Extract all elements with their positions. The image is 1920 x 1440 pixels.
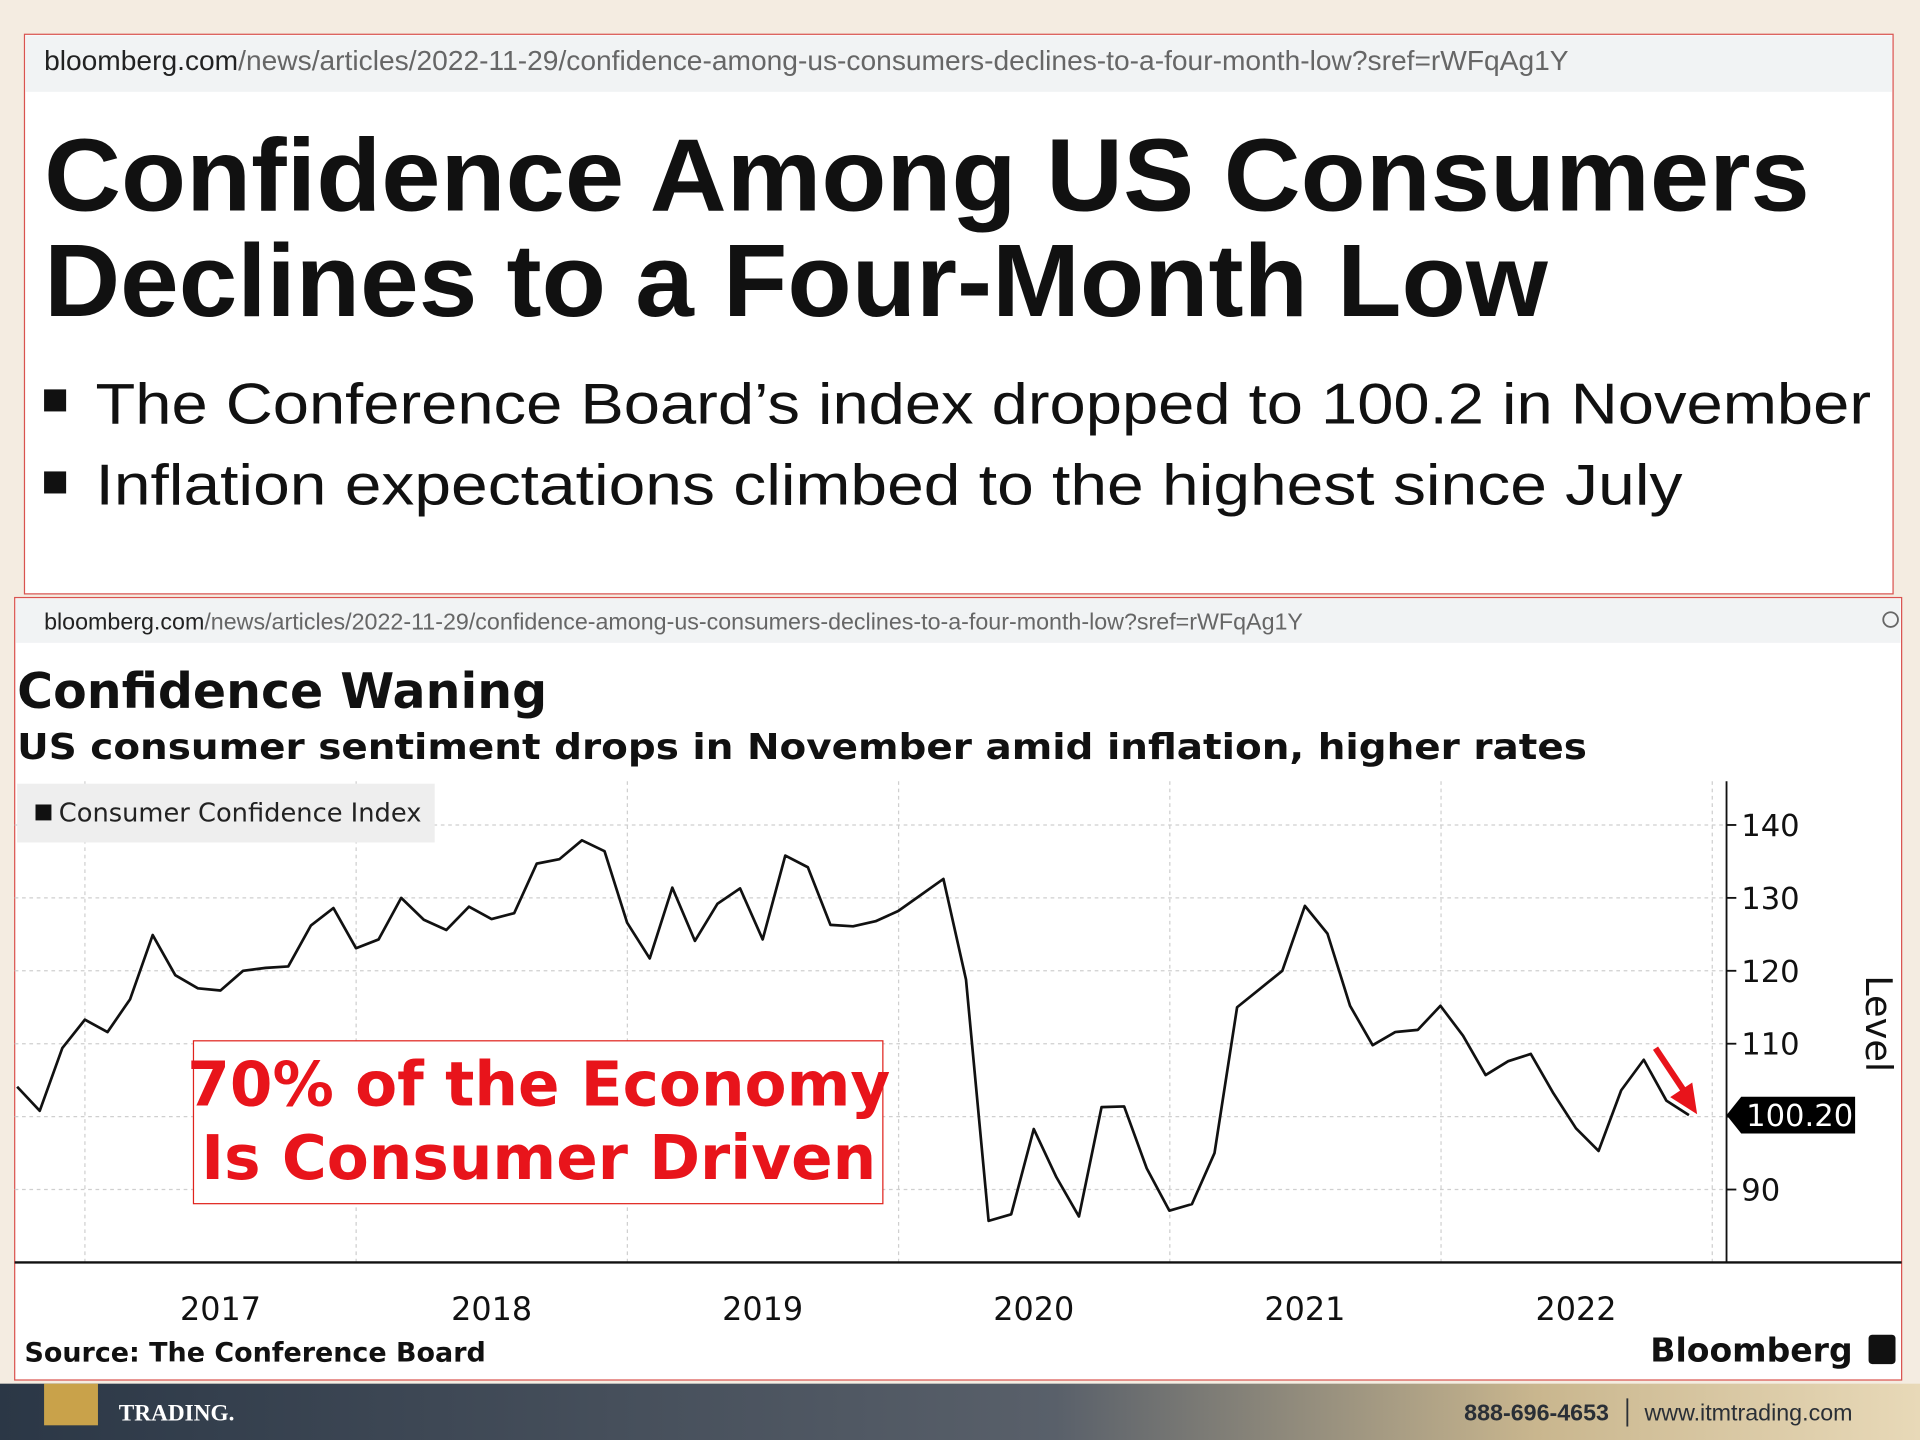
y-tick-label: 90	[1741, 1174, 1780, 1209]
article-title: Declines to a Four-Month Low	[44, 223, 1549, 338]
footer-website[interactable]: www.itmtrading.com	[1643, 1399, 1852, 1425]
bullet-text: The Conference Board’s index dropped to …	[96, 373, 1872, 437]
y-tick-label: 140	[1741, 809, 1799, 844]
address-bar	[15, 598, 1901, 643]
chart-title: Confidence Waning	[17, 663, 547, 720]
footer-phone: 888-696-4653	[1464, 1399, 1609, 1425]
article-panel	[23, 33, 1894, 595]
pointer-arrow	[1652, 1046, 1688, 1094]
bullet-text: Inflation expectations climbed to the hi…	[96, 453, 1683, 517]
legend-label: Consumer Confidence Index	[59, 799, 422, 829]
legend-swatch	[35, 804, 52, 821]
brand-icon	[1868, 1334, 1896, 1365]
article-url[interactable]: bloomberg.com/news/articles/2022-11-29/c…	[44, 45, 1569, 76]
chart-panel	[14, 596, 1903, 1381]
address-bar	[25, 35, 1892, 92]
url-domain: bloomberg.com	[44, 45, 238, 76]
url-path: /news/articles/2022-11-29/confidence-amo…	[238, 45, 1569, 76]
chart-url[interactable]: bloomberg.com/news/articles/2022-11-29/c…	[44, 608, 1303, 634]
article-title: Confidence Among US Consumers	[44, 118, 1810, 233]
data-line	[16, 838, 1690, 1223]
zoom-icon[interactable]	[1882, 611, 1899, 628]
value-label: 100.20	[1746, 1099, 1853, 1134]
bullet	[44, 471, 67, 494]
annotation-text: 70% of the Economy	[187, 1050, 890, 1121]
x-tick-label: 2022	[1535, 1290, 1616, 1328]
x-tick-label: 2020	[993, 1290, 1074, 1328]
annotation-box	[192, 1040, 884, 1205]
brand: Bloomberg	[1650, 1331, 1852, 1370]
plot: 90 110 120 130 140 Level 2017 2018 2019 2020 2021 2…	[14, 781, 1902, 1328]
y-tick-label: 120	[1741, 955, 1799, 990]
annotation-text: Is Consumer Driven	[201, 1123, 876, 1194]
footer-bar	[0, 1383, 1920, 1440]
x-tick-label: 2018	[451, 1290, 532, 1328]
y-axis-label: Level	[1857, 975, 1900, 1072]
chart-subtitle: US consumer sentiment drops in November …	[17, 727, 1587, 768]
pointer-arrow-head	[1670, 1082, 1698, 1115]
url-domain: bloomberg.com	[44, 608, 204, 634]
y-tick-label: 130	[1741, 882, 1799, 917]
footer-logo: TRADING.	[119, 1400, 235, 1426]
y-tick-label: 110	[1741, 1028, 1799, 1063]
footer-logo-mark	[44, 1383, 98, 1426]
x-tick-label: 2017	[180, 1290, 261, 1328]
url-path: /news/articles/2022-11-29/confidence-amo…	[204, 608, 1303, 634]
source: Source: The Conference Board	[24, 1338, 485, 1369]
x-tick-label: 2021	[1264, 1290, 1345, 1328]
legend-box	[17, 783, 435, 843]
value-label-box	[1726, 1096, 1856, 1134]
x-tick-label: 2019	[722, 1290, 803, 1328]
bullet	[44, 389, 67, 412]
